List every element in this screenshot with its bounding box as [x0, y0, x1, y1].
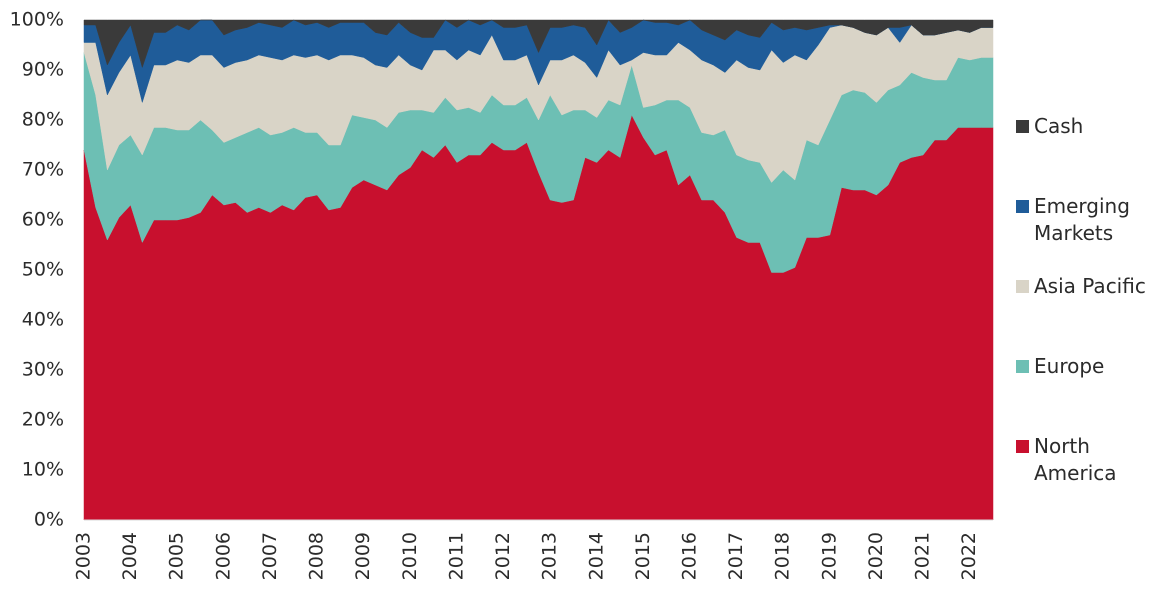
x-tick-label: 2010	[399, 532, 421, 580]
y-tick-label: 100%	[10, 9, 64, 31]
legend-item: Cash	[1016, 113, 1156, 140]
y-tick-label: 0%	[34, 509, 64, 531]
x-tick-label: 2011	[445, 532, 467, 580]
legend-swatch	[1016, 280, 1029, 293]
x-tick-label: 2017	[725, 532, 747, 580]
y-tick-label: 50%	[22, 259, 64, 281]
x-tick-label: 2019	[818, 532, 840, 580]
x-tick-label: 2014	[585, 532, 607, 580]
y-tick-label: 10%	[22, 459, 64, 481]
legend-label: Cash	[1034, 114, 1084, 138]
x-tick-label: 2022	[958, 532, 980, 580]
y-tick-label: 60%	[22, 209, 64, 231]
x-tick-label: 2009	[352, 532, 374, 580]
area	[83, 19, 994, 69]
legend-label: North America	[1034, 434, 1117, 485]
y-tick-label: 30%	[22, 359, 64, 381]
y-tick-label: 90%	[22, 59, 64, 81]
x-tick-label: 2007	[259, 532, 281, 580]
legend-item: Asia Pacific	[1016, 273, 1156, 300]
legend-item: Emerging Markets	[1016, 193, 1156, 247]
y-tick-label: 70%	[22, 159, 64, 181]
x-tick-label: 2004	[119, 532, 141, 580]
legend-swatch	[1016, 200, 1029, 213]
x-tick-label: 2020	[865, 532, 887, 580]
x-tick-label: 2015	[632, 532, 654, 580]
legend-label: Europe	[1034, 354, 1105, 378]
x-tick-label: 2008	[306, 532, 328, 580]
x-tick-label: 2006	[212, 532, 234, 580]
x-tick-label: 2018	[772, 532, 794, 580]
legend-swatch	[1016, 360, 1029, 373]
legend-swatch	[1016, 120, 1029, 133]
legend-swatch	[1016, 440, 1029, 453]
x-tick-label: 2012	[492, 532, 514, 580]
legend-item: Europe	[1016, 353, 1156, 380]
x-tick-label: 2003	[73, 532, 95, 580]
legend-item: North America	[1016, 433, 1156, 487]
x-tick-label: 2005	[166, 532, 188, 580]
legend-label: Emerging Markets	[1034, 194, 1130, 245]
y-tick-label: 40%	[22, 309, 64, 331]
y-tick-label: 80%	[22, 109, 64, 131]
x-tick-label: 2016	[679, 532, 701, 580]
legend-label: Asia Pacific	[1034, 274, 1146, 298]
x-tick-label: 2013	[539, 532, 561, 580]
y-tick-label: 20%	[22, 409, 64, 431]
x-tick-label: 2021	[912, 532, 934, 580]
